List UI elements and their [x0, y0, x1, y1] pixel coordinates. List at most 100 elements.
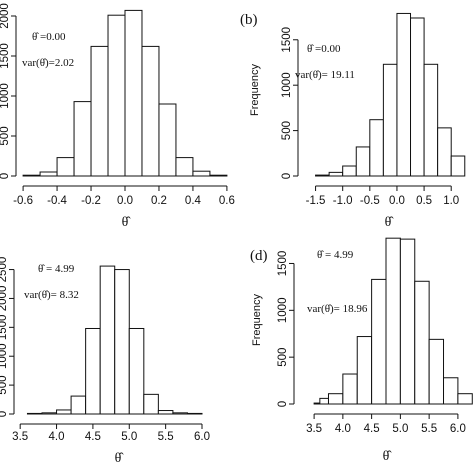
x-axis-label: θ̂: [115, 451, 125, 466]
x-tick-label: 3.5: [306, 423, 322, 435]
histogram-bar: [414, 280, 430, 405]
x-tick-label: 6.0: [194, 431, 210, 443]
histogram-bar: [319, 397, 329, 405]
x-tick-label: 1.0: [443, 195, 459, 207]
histogram-bar: [209, 174, 228, 177]
histogram-bar: [457, 393, 473, 405]
theta-hat-annotation: θ̂ =0.00: [32, 31, 66, 43]
histogram-bar: [369, 119, 384, 177]
histogram-bar: [56, 157, 75, 177]
x-tick-label: -0.6: [13, 195, 33, 207]
y-tick-label: 500: [0, 126, 11, 145]
x-tick-label: 0.5: [416, 195, 432, 207]
x-tick-label: 5.0: [392, 423, 408, 435]
histogram-panel-2: -1.5 -1.0 -0.5 0.0 0.5 1.0 0 500 1000 1500 θ̂ Frequ…: [240, 12, 466, 230]
theta-hat-annotation: θ̂ =0.00: [307, 43, 341, 55]
theta-hat-annotation: θ̂ = 4.99: [317, 249, 354, 261]
variance-annotation: var(θ̂)= 18.96: [307, 303, 368, 315]
x-tick-label: -0.4: [47, 195, 67, 207]
histogram-bar: [327, 393, 344, 405]
x-tick-label: -1.0: [333, 195, 353, 207]
histogram-bar: [342, 373, 358, 405]
histogram-bar: [26, 412, 43, 415]
y-tick-label: 1500: [281, 27, 293, 53]
x-tick-label: 4.5: [364, 423, 380, 435]
histogram-bar: [443, 377, 459, 405]
y-tick-label: 2500: [0, 257, 9, 283]
x-axis-label: θ̂: [385, 215, 395, 230]
histogram-bar: [355, 146, 371, 177]
y-tick-label: 0: [281, 173, 293, 179]
histogram-bar: [371, 278, 387, 405]
x-tick-label: 3.5: [12, 431, 28, 443]
histogram-bar: [428, 338, 445, 405]
histogram-panel-3: 3.5 4.0 4.5 5.0 5.5 6.0 0 500 1000 1500 2000 2500 θ̂…: [0, 257, 210, 466]
histogram-bar: [342, 165, 357, 177]
variance-annotation: var(θ̂)=2.02: [22, 57, 74, 69]
x-tick-label: 4.0: [49, 431, 65, 443]
y-tick-label: 2000: [0, 286, 9, 312]
y-tick-label: 1500: [0, 43, 11, 69]
y-tick-label: 500: [0, 376, 9, 395]
x-tick-label: 4.5: [85, 431, 101, 443]
x-tick-label: -0.5: [360, 195, 380, 207]
y-tick-label: 1000: [0, 83, 11, 109]
histogram-bar: [56, 409, 72, 415]
x-tick-label: 5.5: [158, 431, 174, 443]
x-tick-label: 0.0: [389, 195, 405, 207]
x-tick-label: 5.5: [421, 423, 437, 435]
y-tick-label: 1000: [0, 343, 9, 369]
histogram-bar: [90, 45, 109, 177]
histogram-bar: [143, 393, 159, 415]
histogram-bar: [22, 174, 41, 177]
histogram-bar: [423, 63, 439, 177]
histogram-bar: [315, 174, 330, 177]
y-tick-label: 500: [281, 121, 293, 140]
histogram-bar: [437, 127, 452, 177]
histogram-bar: [141, 45, 160, 177]
histogram-bar: [399, 238, 416, 405]
histogram-bar: [186, 412, 203, 415]
x-tick-label: 0.0: [117, 195, 133, 207]
x-tick-label: 0.4: [185, 195, 202, 207]
histogram-bar: [128, 327, 145, 415]
x-axis-label: θ̂: [383, 449, 393, 464]
histogram-bar: [172, 412, 188, 415]
x-tick-label: 0.6: [219, 195, 235, 207]
x-tick-label: 0.2: [151, 195, 167, 207]
histogram-bar: [107, 14, 126, 177]
y-tick-label: 500: [277, 348, 289, 367]
x-tick-label: -1.5: [306, 195, 326, 207]
histogram-bar: [73, 101, 92, 177]
histogram-bar: [192, 170, 211, 177]
y-tick-label: 1500: [277, 251, 289, 277]
x-tick-label: 6.0: [450, 423, 466, 435]
histogram-bar: [39, 171, 58, 177]
variance-annotation: var(θ̂)= 19.11: [295, 69, 355, 81]
y-axis-label: Frequency: [251, 294, 263, 346]
x-axis-label: θ̂: [122, 215, 132, 230]
y-tick-label: 1500: [0, 315, 9, 341]
histogram-bar: [356, 336, 373, 405]
histogram-bar: [41, 412, 58, 415]
y-tick-label: 0: [0, 173, 11, 179]
histogram-bar: [410, 17, 425, 177]
histogram-bar: [385, 237, 401, 405]
y-axis-label: Frequency: [249, 64, 261, 116]
histogram-bar: [328, 171, 344, 177]
y-tick-label: 0: [0, 411, 9, 417]
histogram-bar: [175, 157, 194, 177]
histogram-panel-1: -0.6 -0.4 -0.2 0.0 0.2 0.4 0.6 0 500 1000 1500 2000…: [0, 3, 235, 230]
y-tick-label: 1000: [277, 298, 289, 324]
y-tick-label: 1000: [281, 72, 293, 98]
histogram-bar: [70, 395, 87, 415]
histogram-bar: [382, 63, 398, 177]
y-tick-label: 0: [277, 401, 289, 407]
y-tick-label: 2000: [0, 3, 11, 29]
histogram-bar: [158, 103, 177, 177]
variance-annotation: var(θ̂)= 8.32: [24, 289, 79, 301]
histogram-bar: [396, 12, 412, 177]
x-tick-label: 4.0: [335, 423, 351, 435]
histogram-bar: [114, 269, 130, 415]
